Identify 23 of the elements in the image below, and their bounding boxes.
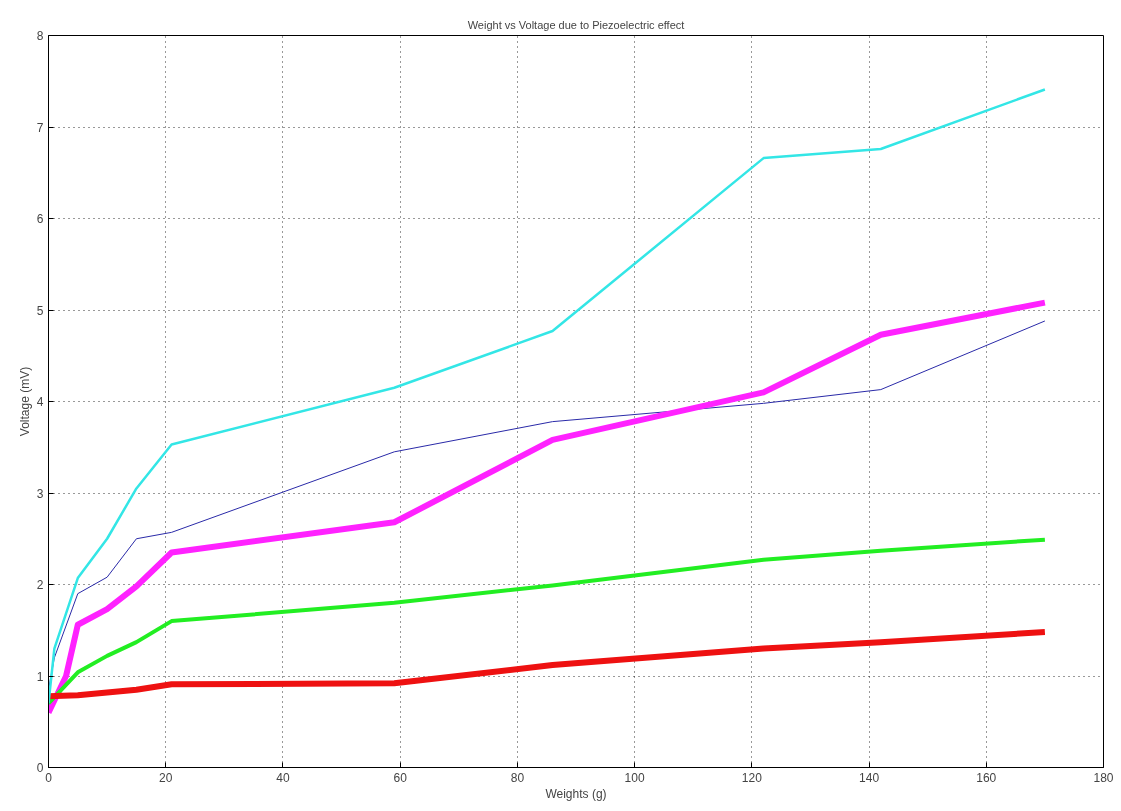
x-tick-label: 140	[859, 770, 880, 785]
x-axis-title: Weights (g)	[545, 786, 607, 801]
x-tick-label: 60	[393, 770, 408, 785]
y-tick-label: 8	[36, 29, 44, 43]
y-tick-label: 1	[36, 669, 44, 684]
x-tick-label: 120	[741, 770, 763, 785]
x-tick-label: 100	[624, 770, 645, 785]
x-tick-label: 80	[510, 770, 525, 785]
y-tick-label: 0	[36, 761, 44, 775]
y-tick-label: 3	[36, 486, 44, 501]
y-tick-label: 7	[36, 120, 44, 135]
line-series	[48, 88, 1047, 705]
y-tick-label: 2	[36, 578, 44, 592]
line-series	[48, 537, 1047, 706]
x-tick-label: 20	[159, 770, 173, 785]
chart-title: Weight vs Voltage due to Piezoelectric effect	[467, 18, 685, 31]
x-tick-label: 160	[976, 770, 997, 785]
y-tick-label: 6	[36, 212, 44, 226]
x-tick-label: 180	[1093, 770, 1114, 785]
y-tick-label: 5	[36, 303, 44, 318]
y-axis-title: Voltage (mV)	[17, 366, 32, 437]
y-tick-label: 4	[36, 395, 44, 409]
x-tick-label: 40	[276, 770, 290, 785]
